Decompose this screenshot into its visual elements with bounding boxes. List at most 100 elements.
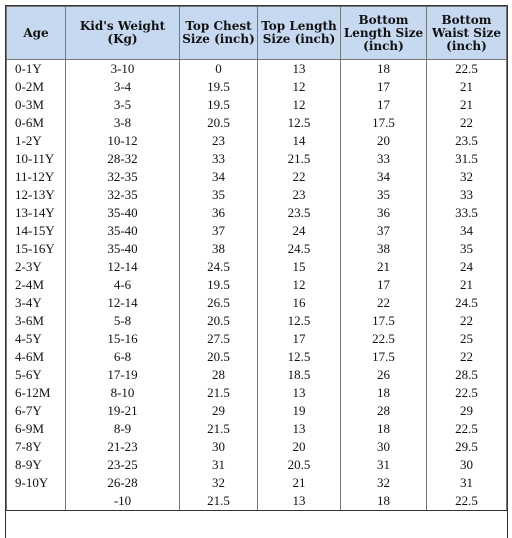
cell: 19-21 (65, 402, 180, 420)
cell: 36 (179, 204, 258, 222)
cell: 27.5 (179, 330, 258, 348)
cell: 9-10Y (6, 474, 66, 492)
table-row: 1-2Y 10-12 23 14 20 23.5 (6, 132, 507, 150)
cell: 1-2Y (6, 132, 66, 150)
cell: 2-4M (6, 276, 66, 294)
cell: 21-23 (65, 438, 180, 456)
cell: 23 (179, 132, 258, 150)
cell: 32 (340, 474, 427, 492)
table-row: 14-15Y 35-40 37 24 37 34 (6, 222, 507, 240)
cell: 26 (340, 366, 427, 384)
cell: 35 (426, 240, 507, 258)
cell: 34 (340, 168, 427, 186)
cell: 32-35 (65, 168, 180, 186)
cell: 26.5 (179, 294, 258, 312)
cell: 29 (426, 402, 507, 420)
cell: 13 (257, 420, 341, 438)
cell: 21 (340, 258, 427, 276)
table-row: 4-5Y 15-16 27.5 17 22.5 25 (6, 330, 507, 348)
cell: 32 (426, 168, 507, 186)
cell: 12 (257, 78, 341, 96)
cell: 6-12M (6, 384, 66, 402)
table-row: 7-8Y 21-23 30 20 30 29.5 (6, 438, 507, 456)
cell: 20.5 (179, 348, 258, 366)
cell: 18 (340, 59, 427, 78)
cell: 18 (340, 384, 427, 402)
cell: 24.5 (257, 240, 341, 258)
cell: 3-4Y (6, 294, 66, 312)
cell: 37 (179, 222, 258, 240)
header-cell: Top Length Size (inch) (257, 6, 341, 60)
cell: 22.5 (426, 59, 507, 78)
cell: 33 (426, 186, 507, 204)
cell: 24 (257, 222, 341, 240)
cell: 23.5 (257, 204, 341, 222)
cell: 23-25 (65, 456, 180, 474)
table-body: 0-1Y 3-10 0 13 18 22.5 0-2M 3-4 19.5 12 17 21 0-3M 3-… (6, 59, 507, 511)
header-row: Age Kid's Weight (Kg) Top Chest Size (inch… (6, 6, 507, 60)
cell: 17 (340, 96, 427, 114)
cell: 29.5 (426, 438, 507, 456)
cell: 38 (340, 240, 427, 258)
cell: 10-11Y (6, 150, 66, 168)
cell: 15-16Y (6, 240, 66, 258)
table-row: 2-3Y 12-14 24.5 15 21 24 (6, 258, 507, 276)
table-row: 5-6Y 17-19 28 18.5 26 28.5 (6, 366, 507, 384)
cell: 34 (426, 222, 507, 240)
cell: 18 (340, 492, 427, 511)
cell: 35-40 (65, 240, 180, 258)
cell: 12.5 (257, 114, 341, 132)
cell: 31 (179, 456, 258, 474)
cell: 7-8Y (6, 438, 66, 456)
cell: 3-5 (65, 96, 180, 114)
cell: 19.5 (179, 276, 258, 294)
cell: 24 (426, 258, 507, 276)
cell: 0 (179, 59, 258, 78)
cell: 4-6M (6, 348, 66, 366)
cell: 3-8 (65, 114, 180, 132)
cell: 22 (257, 168, 341, 186)
size-table-frame: Age Kid's Weight (Kg) Top Chest Size (inch… (5, 5, 508, 538)
cell: 0-3M (6, 96, 66, 114)
cell: 5-8 (65, 312, 180, 330)
table-row: 12-13Y 32-35 35 23 35 33 (6, 186, 507, 204)
cell: 12 (257, 96, 341, 114)
cell: 12.5 (257, 312, 341, 330)
cell: 5-6Y (6, 366, 66, 384)
cell: 21.5 (179, 492, 258, 511)
cell: 20 (340, 132, 427, 150)
header-cell: Top Chest Size (inch) (179, 6, 258, 60)
cell: 38 (179, 240, 258, 258)
cell: 13-14Y (6, 204, 66, 222)
cell: 22.5 (426, 384, 507, 402)
cell: 21 (257, 474, 341, 492)
cell: 18.5 (257, 366, 341, 384)
cell: 33 (179, 150, 258, 168)
cell: 22.5 (426, 492, 507, 511)
cell: 30 (340, 438, 427, 456)
cell: 30 (179, 438, 258, 456)
cell: 26-28 (65, 474, 180, 492)
table-row: 3-4Y 12-14 26.5 16 22 24.5 (6, 294, 507, 312)
cell: 4-5Y (6, 330, 66, 348)
cell: 22 (426, 348, 507, 366)
cell: 17 (340, 276, 427, 294)
cell: 20.5 (179, 114, 258, 132)
cell: 21 (426, 276, 507, 294)
cell: 2-3Y (6, 258, 66, 276)
cell: 15 (257, 258, 341, 276)
cell: 16 (257, 294, 341, 312)
cell: 3-10 (65, 59, 180, 78)
table-row: 6-7Y 19-21 29 19 28 29 (6, 402, 507, 420)
cell: 10-12 (65, 132, 180, 150)
cell: 19.5 (179, 96, 258, 114)
cell: 18 (340, 420, 427, 438)
cell: 17.5 (340, 348, 427, 366)
cell: 35 (340, 186, 427, 204)
table-row: 11-12Y 32-35 34 22 34 32 (6, 168, 507, 186)
cell: 21.5 (179, 420, 258, 438)
cell: 0-1Y (6, 59, 66, 78)
cell: 22 (426, 114, 507, 132)
cell: 12-13Y (6, 186, 66, 204)
